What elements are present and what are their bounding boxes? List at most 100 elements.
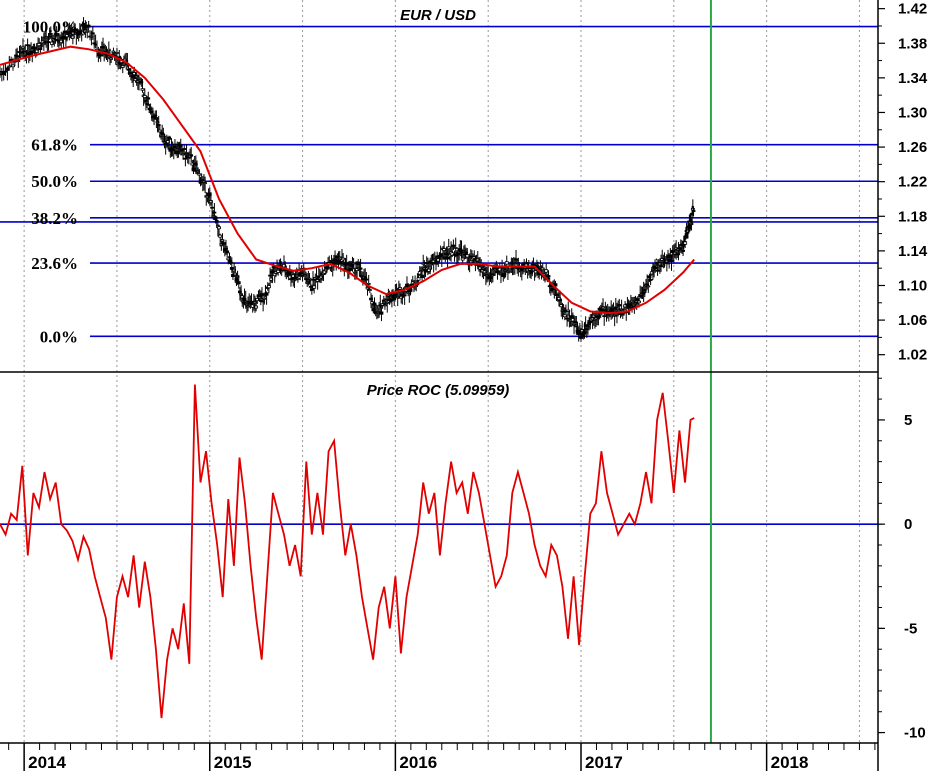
price-candle-body xyxy=(267,285,271,289)
price-candle-body xyxy=(465,254,470,258)
price-candle-body xyxy=(602,315,607,318)
price-candle-body xyxy=(420,274,424,278)
horizontal-level-lines xyxy=(0,25,878,525)
price-candle-body xyxy=(79,33,84,36)
price-candle-body xyxy=(565,317,569,320)
price-candle-body xyxy=(445,256,450,260)
price-candle-body xyxy=(214,219,219,223)
price-candle-body xyxy=(189,154,194,157)
price-candle-body xyxy=(37,43,42,47)
price-candle-body xyxy=(203,182,208,185)
fib-level-label: 38.2% xyxy=(31,209,78,228)
price-candle-body xyxy=(46,41,51,44)
bottom-y-tick-label: -10 xyxy=(904,725,926,742)
top-y-tick-label: 1.34 xyxy=(898,70,928,87)
price-candle-body xyxy=(460,257,465,261)
price-candle-body xyxy=(544,269,549,273)
price-candle-body xyxy=(86,24,91,28)
bottom-y-tick-label: 5 xyxy=(904,412,912,429)
fib-level-label: 100.0% xyxy=(23,18,78,37)
price-candle-body xyxy=(681,249,685,252)
price-candle-body xyxy=(236,281,241,285)
price-candle-body xyxy=(178,144,183,148)
price-candle-body xyxy=(378,304,383,307)
price-candle-body xyxy=(167,136,172,140)
top-y-tick-label: 1.42 xyxy=(898,1,927,18)
price-candle-body xyxy=(3,70,8,73)
price-candle-body xyxy=(623,304,627,308)
price-candle-body xyxy=(212,211,217,214)
price-candle-body xyxy=(105,54,110,57)
price-candle-body xyxy=(218,234,223,238)
price-candle-body xyxy=(351,262,356,265)
x-tick-label: 2016 xyxy=(399,753,437,771)
price-candle-body xyxy=(691,210,696,212)
price-candle-body xyxy=(294,272,299,275)
top-y-tick-label: 1.06 xyxy=(898,312,927,329)
price-candle-body xyxy=(617,304,622,307)
price-candle-body xyxy=(15,55,20,58)
price-candle-body xyxy=(686,229,690,233)
moving-average-line xyxy=(0,45,695,315)
fib-level-label: 0.0% xyxy=(40,327,78,346)
price-candle-body xyxy=(402,294,407,297)
top-y-tick-label: 1.18 xyxy=(898,208,927,225)
bottom-y-tick-label: -5 xyxy=(904,620,917,637)
price-candle-body xyxy=(146,97,151,100)
price-candle-body xyxy=(601,306,605,309)
price-candle-body xyxy=(115,52,119,54)
price-candle-body xyxy=(655,269,660,272)
price-candle-body xyxy=(211,215,216,218)
price-candle-body xyxy=(446,246,451,250)
top-panel-title: EUR / USD xyxy=(400,7,476,24)
price-candle-body xyxy=(337,256,342,259)
price-candle-body xyxy=(217,226,221,230)
price-candle-body xyxy=(197,173,202,176)
top-y-tick-label: 1.02 xyxy=(898,347,927,364)
top-y-tick-label: 1.10 xyxy=(898,277,927,294)
price-candle-body xyxy=(367,289,372,291)
price-candle-body xyxy=(341,257,346,261)
price-candle-body xyxy=(512,267,517,270)
price-candle-body xyxy=(296,278,300,280)
price-candle-body xyxy=(44,36,49,39)
price-candle-body xyxy=(249,300,254,303)
price-candle-body xyxy=(562,314,567,318)
moving-average xyxy=(0,45,695,315)
price-candle-body xyxy=(48,33,53,35)
price-candle-body xyxy=(416,277,421,281)
price-candle-body xyxy=(364,278,369,281)
x-tick-label: 2017 xyxy=(585,753,623,771)
price-candle-body xyxy=(210,206,214,209)
top-y-tick-label: 1.38 xyxy=(898,35,927,52)
price-candle-body xyxy=(1,72,6,76)
price-candle-body xyxy=(307,277,312,280)
roc-series xyxy=(0,384,695,719)
price-candle-body xyxy=(366,282,371,285)
price-candle-body xyxy=(229,267,234,270)
price-candle-body xyxy=(503,269,508,272)
price-candle-body xyxy=(648,279,653,281)
price-candle-body xyxy=(546,275,551,277)
price-candle-body xyxy=(182,148,187,150)
price-candle-body xyxy=(85,30,90,33)
fib-level-label: 23.6% xyxy=(31,254,78,273)
price-candle-body xyxy=(0,73,2,76)
top-y-tick-label: 1.26 xyxy=(898,139,927,156)
price-candle-body xyxy=(21,46,25,49)
price-candle-body xyxy=(183,157,188,160)
top-y-tick-label: 1.30 xyxy=(898,104,927,121)
x-tick-label: 2014 xyxy=(28,753,66,771)
price-candle-body xyxy=(683,241,688,245)
price-candle-body xyxy=(287,270,292,273)
price-candle-body xyxy=(69,30,74,33)
price-candle-body xyxy=(442,248,447,252)
price-candle-body xyxy=(271,266,276,269)
price-candle-body xyxy=(11,64,15,68)
bottom-panel-title: Price ROC (5.09959) xyxy=(367,382,510,399)
price-candle-body xyxy=(379,311,384,315)
price-candle-body xyxy=(646,285,651,288)
price-candle-body xyxy=(451,244,456,247)
price-candle-body xyxy=(392,297,397,301)
roc-line xyxy=(0,384,695,719)
